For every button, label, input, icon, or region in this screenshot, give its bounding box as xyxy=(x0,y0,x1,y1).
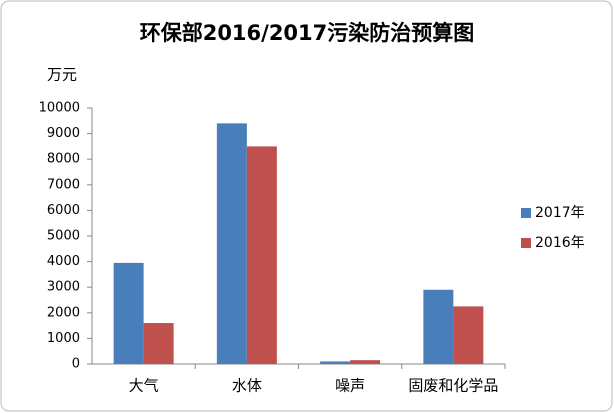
y-tick-label: 10000 xyxy=(39,101,80,116)
legend-label: 2016年 xyxy=(535,235,585,251)
bar xyxy=(246,146,277,364)
x-tick-label: 固废和化学品 xyxy=(408,377,498,395)
legend-swatch xyxy=(521,238,531,248)
bar xyxy=(320,361,351,364)
y-tick-label: 9000 xyxy=(47,126,80,141)
y-tick-label: 2000 xyxy=(47,305,80,320)
y-tick-label: 4000 xyxy=(47,254,80,269)
x-tick-label: 水体 xyxy=(232,377,262,395)
y-tick-label: 7000 xyxy=(47,177,80,192)
bar xyxy=(350,360,381,364)
y-tick-label: 8000 xyxy=(47,152,80,167)
y-tick-label: 6000 xyxy=(47,203,80,218)
y-tick-label: 1000 xyxy=(47,331,80,346)
chart-title: 环保部2016/2017污染防治预算图 xyxy=(140,21,475,45)
bar xyxy=(113,262,144,364)
bar xyxy=(453,306,484,364)
legend-label: 2017年 xyxy=(535,205,585,221)
x-tick-label: 噪声 xyxy=(335,377,365,395)
legend-swatch xyxy=(521,208,531,218)
bar xyxy=(423,289,454,364)
x-tick-label: 大气 xyxy=(129,377,159,395)
bar xyxy=(216,123,247,364)
y-axis-label: 万元 xyxy=(47,66,77,84)
y-tick-label: 3000 xyxy=(47,280,80,295)
y-tick-label: 5000 xyxy=(47,229,80,244)
y-tick-label: 0 xyxy=(72,357,80,372)
bar xyxy=(143,323,174,364)
